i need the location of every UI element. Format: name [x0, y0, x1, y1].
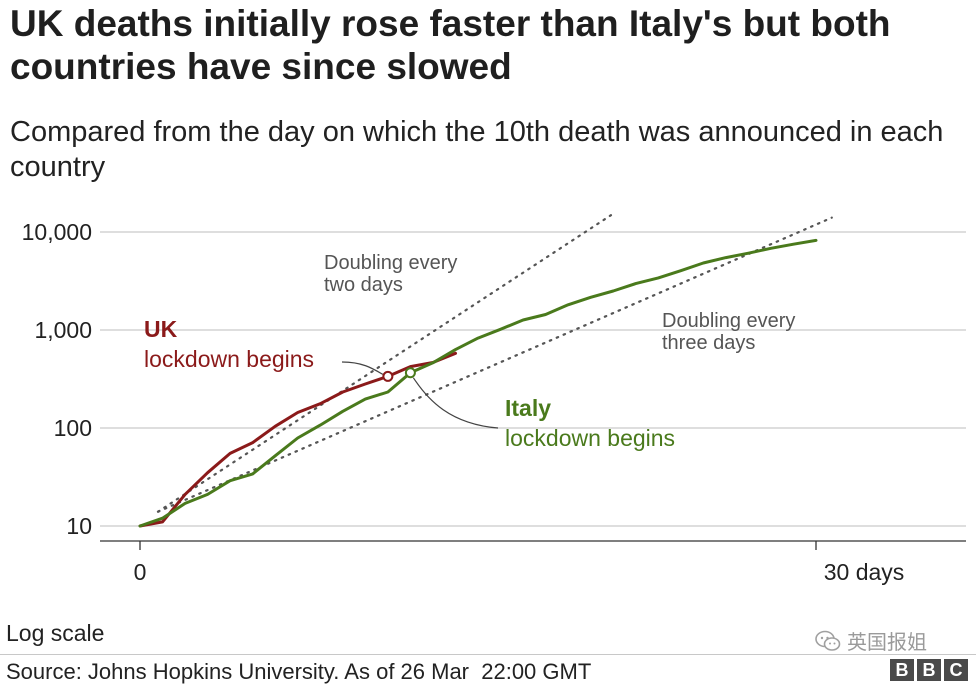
log-scale-note: Log scale: [6, 620, 105, 646]
y-tick-label: 10: [66, 513, 92, 539]
doubling-two-days-label: Doubling every: [324, 252, 457, 274]
italy-lockdown-marker: [404, 367, 416, 379]
uk-lockdown-marker: [382, 370, 394, 382]
doubling-two-days-label: two days: [324, 274, 403, 296]
doubling-three-days-label: three days: [662, 332, 755, 354]
source-divider: [0, 654, 976, 655]
bbc-logo-block: C: [944, 659, 968, 681]
x-tick-label: 0: [134, 559, 147, 585]
series-line-italy: [138, 238, 818, 528]
x-tick-label: 30 days: [824, 559, 905, 585]
chart-subtitle: Compared from the day on which the 10th …: [10, 116, 944, 183]
bbc-logo: B B C: [890, 659, 968, 681]
uk-lockdown-label: lockdown begins: [144, 346, 314, 372]
source-note: Source: Johns Hopkins University. As of …: [6, 659, 592, 684]
doubling-reference-lines: [156, 214, 833, 513]
doubling-three-days-line: [156, 216, 833, 513]
y-tick-label: 1,000: [34, 317, 92, 343]
chart-title: UK deaths initially rose faster than Ita…: [10, 3, 891, 87]
series-line-uk: [138, 351, 457, 528]
doubling-two-days-line: [156, 214, 613, 513]
wechat-icon: [815, 630, 841, 651]
uk-callout-line: [341, 361, 384, 375]
uk-label: UK: [144, 316, 178, 342]
y-tick-label: 10,000: [22, 219, 92, 245]
line-chart: UK lockdown begins Italy lockdown begins Dou…: [22, 214, 966, 585]
italy-callout-line: [412, 377, 499, 429]
bbc-logo-block: B: [917, 659, 941, 681]
annotations: UK lockdown begins Italy lockdown begins Dou…: [144, 252, 795, 451]
y-tick-label: 100: [54, 415, 92, 441]
italy-lockdown-label: lockdown begins: [505, 425, 675, 451]
italy-label: Italy: [505, 395, 551, 421]
watermark: 英国报姐: [815, 626, 927, 655]
series-lines: [138, 238, 818, 528]
watermark-text: 英国报姐: [847, 632, 927, 654]
doubling-three-days-label: Doubling every: [662, 310, 795, 332]
axes: 10 100 1,000 10,000 0 30 days: [22, 219, 966, 585]
bbc-logo-block: B: [890, 659, 914, 681]
gridlines: [100, 231, 966, 527]
